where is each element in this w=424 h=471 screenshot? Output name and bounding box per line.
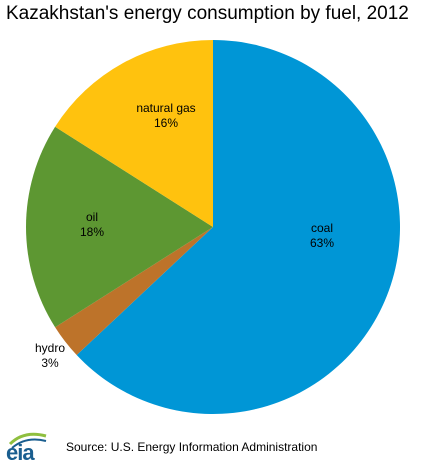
- slice-label-natural-gas: natural gas: [136, 101, 195, 115]
- pie-slice-hydro: [55, 227, 213, 356]
- chart-title: Kazakhstan's energy consumption by fuel,…: [6, 3, 409, 24]
- slice-value-oil: 18%: [80, 225, 104, 239]
- slice-label-coal: coal: [311, 221, 333, 235]
- pie-slice-natural-gas: [55, 40, 213, 227]
- pie-slice-coal: [76, 40, 400, 414]
- slice-value-coal: 63%: [310, 236, 334, 250]
- logo-text: eia: [6, 440, 35, 465]
- pie-slice-oil: [26, 126, 214, 328]
- source-note: Source: U.S. Energy Information Administ…: [66, 440, 318, 454]
- slice-label-oil: oil: [86, 210, 98, 224]
- footer: eia Source: U.S. Energy Information Admi…: [0, 426, 424, 467]
- slice-value-hydro: 3%: [41, 356, 59, 370]
- slice-value-natural-gas: 16%: [154, 116, 178, 130]
- slice-label-hydro: hydro: [35, 341, 65, 355]
- eia-logo: eia: [6, 428, 50, 466]
